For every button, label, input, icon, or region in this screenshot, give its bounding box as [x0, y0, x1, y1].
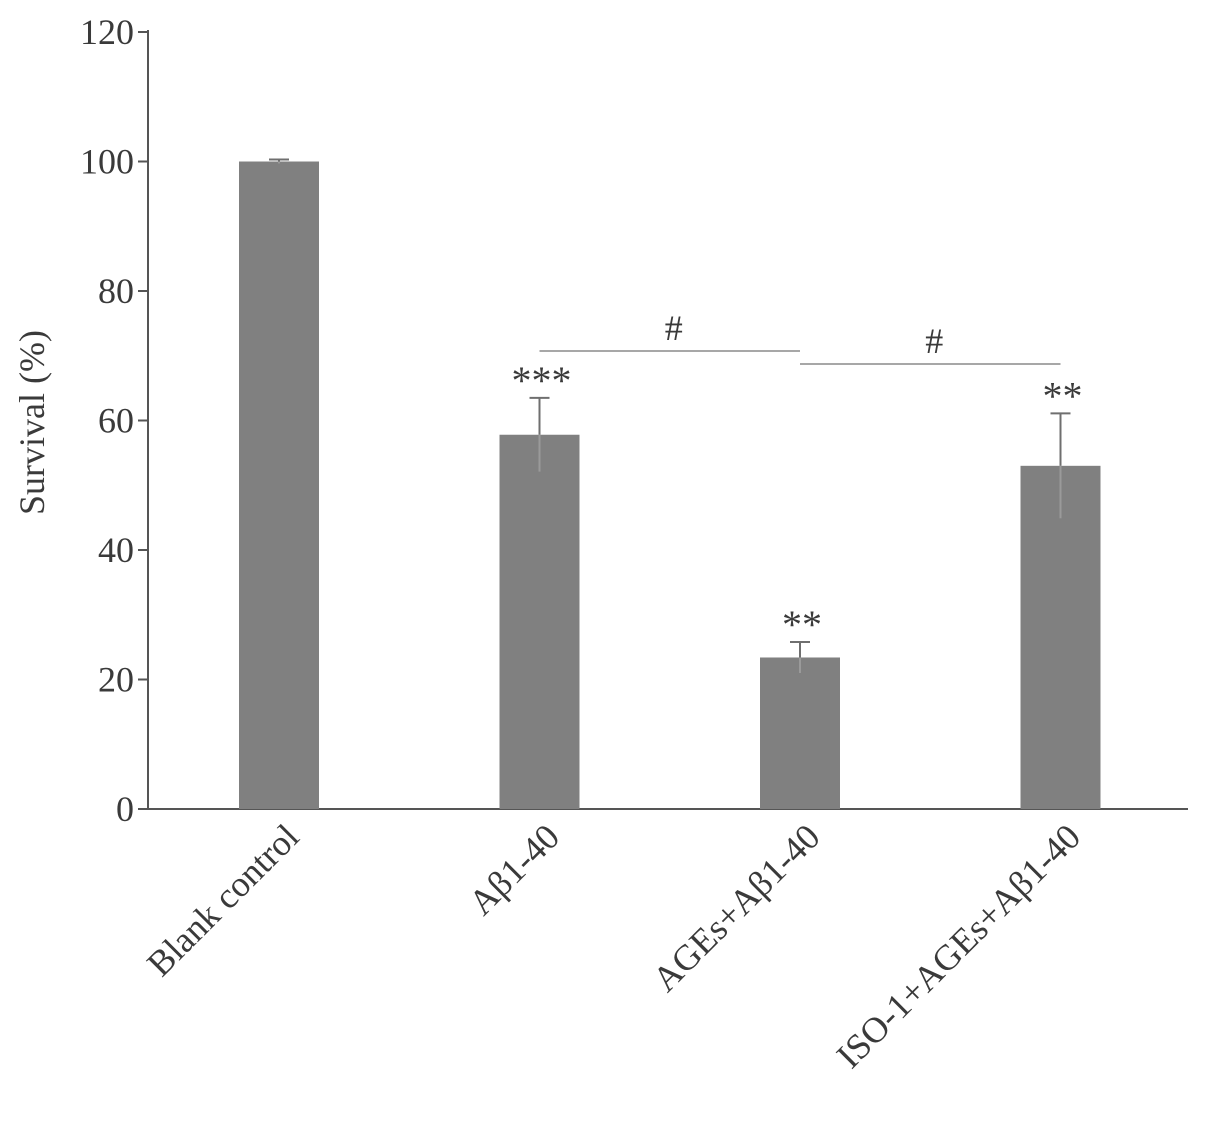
y-tick-label: 0	[116, 789, 134, 829]
comparison-label: #	[665, 308, 683, 348]
bar	[760, 657, 840, 809]
category-label: Aβ1-40	[461, 816, 567, 922]
bar	[239, 161, 319, 809]
category-label: AGEs+Aβ1-40	[645, 816, 828, 999]
y-tick-label: 100	[80, 142, 134, 182]
bar	[1020, 465, 1101, 809]
bar	[499, 434, 580, 809]
y-tick-label: 120	[80, 12, 134, 52]
y-tick-label: 40	[98, 530, 134, 570]
comparison-label: #	[925, 321, 943, 361]
y-tick-label: 60	[98, 401, 134, 441]
significance-label: **	[1043, 373, 1083, 418]
significance-label: ***	[512, 358, 572, 403]
y-tick-label: 20	[98, 660, 134, 700]
category-label: ISO-1+AGEs+Aβ1-40	[829, 816, 1088, 1075]
significance-label: **	[782, 602, 822, 647]
y-axis-title: Survival (%)	[12, 330, 52, 515]
y-tick-label: 80	[98, 271, 134, 311]
category-label: Blank control	[139, 816, 307, 984]
